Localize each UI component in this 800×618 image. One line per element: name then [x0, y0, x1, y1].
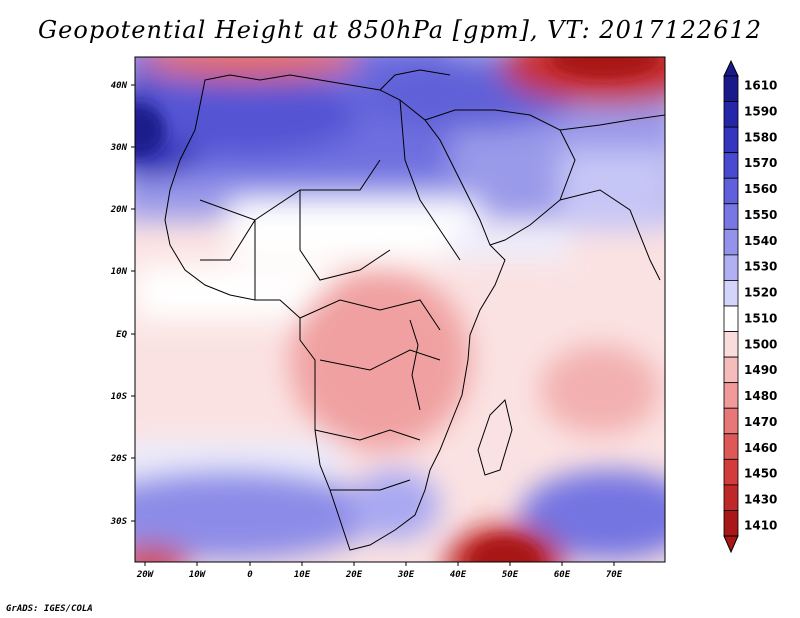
- colorbar-bin: [723, 433, 739, 460]
- coastlines: [164, 69, 665, 551]
- colorbar-bin: [723, 177, 739, 205]
- colorbar-label: 1480: [744, 389, 777, 403]
- colorbar-top-arrow: [723, 59, 739, 77]
- x-tick-50e: 50E: [502, 570, 519, 580]
- map-frame: [134, 56, 666, 563]
- colorbar-label: 1410: [744, 519, 777, 533]
- colorbar-labels: 1610 1590 1580 1570 1560 1550 1540 1530 1520 1510…: [744, 79, 777, 533]
- colorbar-label: 1490: [744, 363, 777, 377]
- x-tick-70e: 70E: [606, 570, 623, 580]
- colorbar-bin: [723, 152, 739, 179]
- colorbar-label: 1540: [744, 234, 777, 248]
- colorbar-bin: [723, 280, 739, 307]
- colorbar-bin: [723, 101, 739, 128]
- x-tick-20e: 20E: [345, 570, 363, 580]
- height-field: [135, 57, 665, 562]
- colorbar-label: 1450: [744, 467, 777, 481]
- axis-ticks: 20W 10W 0 10E 20E 30E 40E 50E 60E 70E 40…: [110, 81, 623, 580]
- x-tick-20w: 20W: [136, 570, 155, 580]
- colorbar-bin: [723, 254, 739, 281]
- x-tick-60e: 60E: [554, 570, 571, 580]
- x-tick-30e: 30E: [397, 570, 415, 580]
- y-tick-20n: 20N: [110, 205, 128, 215]
- colorbar-bin: [723, 382, 739, 409]
- colorbar-label: 1520: [744, 286, 777, 300]
- y-tick-30n: 30N: [110, 143, 128, 153]
- colorbar-label: 1500: [744, 337, 777, 351]
- colorbar-bin: [723, 203, 739, 230]
- colorbar-label: 1460: [744, 441, 777, 455]
- colorbar-bottom-arrow: [723, 535, 739, 554]
- colorbar-bin: [723, 228, 739, 256]
- colorbar-label: 1560: [744, 182, 777, 196]
- colorbar-label: 1570: [744, 156, 777, 170]
- x-tick-10w: 10W: [189, 570, 207, 580]
- colorbar-bin: [723, 331, 739, 358]
- y-tick-20s: 20S: [110, 454, 128, 464]
- colorbar-bin: [723, 75, 739, 102]
- colorbar-bin: [723, 458, 739, 486]
- x-tick-0: 0: [247, 570, 253, 580]
- colorbar-bin: [723, 356, 739, 384]
- colorbar-bin: [723, 126, 739, 154]
- y-tick-eq: EQ: [116, 330, 127, 340]
- y-tick-10s: 10S: [111, 392, 128, 402]
- colorbar-label: 1530: [744, 260, 777, 274]
- colorbar: 1610 1590 1580 1570 1560 1550 1540 1530 1520 1510…: [723, 59, 777, 554]
- colorbar-label: 1580: [744, 130, 777, 144]
- colorbar-bin: [723, 484, 739, 511]
- colorbar-label: 1590: [744, 104, 777, 118]
- colorbar-bins: [723, 75, 739, 537]
- colorbar-bin: [723, 510, 739, 537]
- colorbar-label: 1430: [744, 493, 777, 507]
- colorbar-bin: [723, 305, 739, 332]
- credit-text: GrADS: IGES/COLA: [6, 604, 93, 614]
- map-title: Geopotential Height at 850hPa [gpm], VT:…: [38, 16, 762, 44]
- colorbar-label: 1510: [744, 311, 777, 325]
- colorbar-label: 1610: [744, 79, 777, 93]
- x-tick-40e: 40E: [450, 570, 467, 580]
- colorbar-bin: [723, 407, 739, 435]
- x-tick-10e: 10E: [294, 570, 311, 580]
- colorbar-label: 1550: [744, 208, 777, 222]
- y-tick-10n: 10N: [111, 267, 128, 277]
- y-tick-40n: 40N: [111, 81, 128, 91]
- y-tick-30s: 30S: [110, 517, 128, 527]
- colorbar-label: 1470: [744, 415, 777, 429]
